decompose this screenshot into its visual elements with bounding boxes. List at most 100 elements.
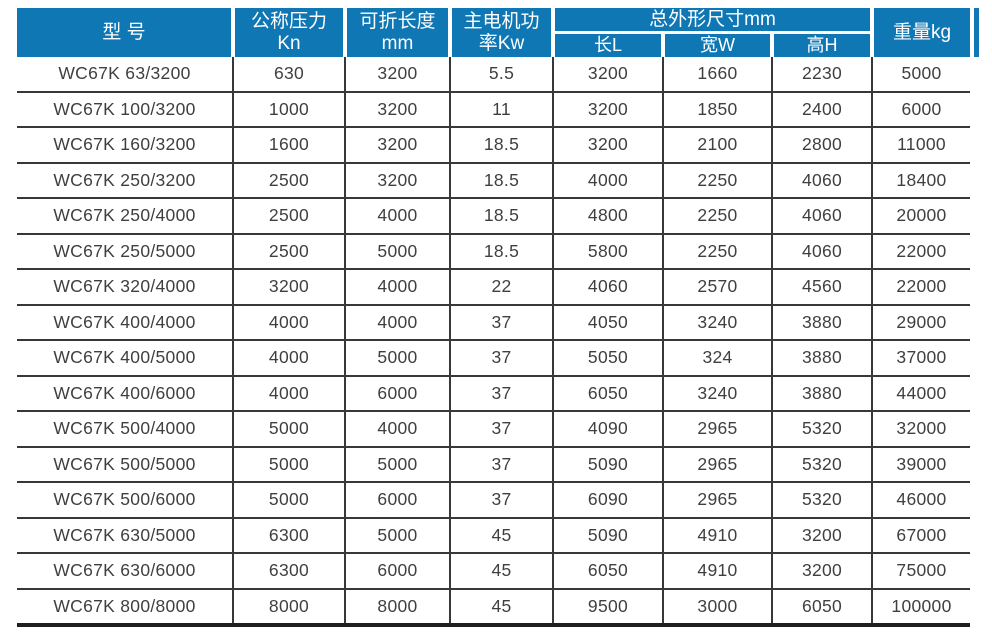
cell-dim-height: 3880 bbox=[772, 304, 874, 341]
cell-weight: 18400 bbox=[872, 162, 971, 199]
cell-model: WC67K 160/3200 bbox=[17, 127, 234, 164]
spec-row: WC67K 100/3200 1000 3200 11 3200 1850 2400 6000 bbox=[17, 91, 971, 128]
cell-model: WC67K 320/4000 bbox=[17, 269, 234, 306]
cell-fold-length: 3200 bbox=[345, 57, 451, 93]
cell-motor-power: 45 bbox=[450, 553, 554, 590]
cell-nominal-pressure: 3200 bbox=[233, 269, 346, 306]
cell-dim-height: 4560 bbox=[772, 269, 874, 306]
cell-fold-length: 4000 bbox=[345, 411, 451, 448]
cell-nominal-pressure: 4000 bbox=[233, 304, 346, 341]
cell-dim-length: 5800 bbox=[553, 233, 664, 270]
cell-dim-height: 4060 bbox=[772, 162, 874, 199]
cell-dim-length: 3200 bbox=[553, 91, 664, 128]
spec-row: WC67K 630/6000 6300 6000 45 6050 4910 3200 7500… bbox=[17, 553, 971, 590]
cell-dim-length: 5050 bbox=[553, 340, 664, 377]
header-model-label: 型 号 bbox=[102, 21, 146, 43]
header-overall-dimensions-group: 总外形尺寸mm bbox=[550, 8, 873, 34]
cell-motor-power: 37 bbox=[450, 375, 554, 412]
cell-motor-power: 45 bbox=[450, 588, 554, 627]
cell-model: WC67K 250/4000 bbox=[17, 198, 234, 235]
cell-dim-width: 2250 bbox=[663, 198, 773, 235]
cell-model: WC67K 800/8000 bbox=[17, 588, 234, 627]
spec-row: WC67K 400/5000 4000 5000 37 5050 324 3880 37000 bbox=[17, 340, 971, 377]
cell-model: WC67K 250/5000 bbox=[17, 233, 234, 270]
cell-fold-length: 6000 bbox=[345, 482, 451, 519]
cell-dim-width: 2965 bbox=[663, 446, 773, 483]
header-weight-label: 重量kg bbox=[892, 21, 952, 43]
header-motor-power: 主电机功 率Kw bbox=[448, 8, 553, 57]
spec-row: WC67K 500/5000 5000 5000 37 5090 2965 5320 3900… bbox=[17, 446, 971, 483]
cell-weight: 22000 bbox=[872, 233, 971, 270]
header-dim-length-label: 长L bbox=[593, 35, 622, 56]
cell-dim-length: 3200 bbox=[553, 57, 664, 93]
cell-weight: 44000 bbox=[872, 375, 971, 412]
cell-motor-power: 37 bbox=[450, 482, 554, 519]
cell-motor-power: 18.5 bbox=[450, 127, 554, 164]
cell-weight: 46000 bbox=[872, 482, 971, 519]
cell-motor-power: 37 bbox=[450, 446, 554, 483]
cell-dim-length: 6050 bbox=[553, 553, 664, 590]
spec-row: WC67K 400/6000 4000 6000 37 6050 3240 3880 4400… bbox=[17, 375, 971, 412]
cell-dim-width: 1660 bbox=[663, 57, 773, 93]
cell-nominal-pressure: 5000 bbox=[233, 411, 346, 448]
cell-dim-height: 3880 bbox=[772, 340, 874, 377]
header-weight: 重量kg bbox=[870, 8, 971, 57]
cell-fold-length: 5000 bbox=[345, 340, 451, 377]
header-dim-height: 高H bbox=[769, 32, 873, 57]
cell-fold-length: 6000 bbox=[345, 553, 451, 590]
cell-model: WC67K 63/3200 bbox=[17, 57, 234, 93]
cell-dim-width: 3000 bbox=[663, 588, 773, 627]
cell-dim-length: 6090 bbox=[553, 482, 664, 519]
cell-dim-width: 4910 bbox=[663, 517, 773, 554]
cell-dim-width: 3240 bbox=[663, 375, 773, 412]
cell-model: WC67K 500/6000 bbox=[17, 482, 234, 519]
cell-nominal-pressure: 630 bbox=[233, 57, 346, 93]
specification-table-container: 型 号 公称压力 Kn 可折长度 mm 主电机功 率Kw bbox=[17, 8, 979, 627]
spec-row: WC67K 320/4000 3200 4000 22 4060 2570 4560 2200… bbox=[17, 269, 971, 306]
header-fold-length-line2: mm bbox=[381, 32, 414, 54]
cell-weight: 100000 bbox=[872, 588, 971, 627]
spec-row: WC67K 630/5000 6300 5000 45 5090 4910 3200 6700… bbox=[17, 517, 971, 554]
cell-fold-length: 5000 bbox=[345, 446, 451, 483]
cell-nominal-pressure: 2500 bbox=[233, 162, 346, 199]
cell-fold-length: 4000 bbox=[345, 304, 451, 341]
spec-row: WC67K 250/3200 2500 3200 18.5 4000 2250 4060 18… bbox=[17, 162, 971, 199]
header-dim-width: 宽W bbox=[661, 32, 772, 57]
cell-fold-length: 4000 bbox=[345, 269, 451, 306]
header-edge-decoration bbox=[974, 8, 979, 57]
cell-nominal-pressure: 2500 bbox=[233, 233, 346, 270]
cell-dim-height: 4060 bbox=[772, 198, 874, 235]
header-nominal-pressure: 公称压力 Kn bbox=[231, 8, 345, 57]
cell-model: WC67K 400/4000 bbox=[17, 304, 234, 341]
cell-dim-width: 2250 bbox=[663, 233, 773, 270]
cell-nominal-pressure: 5000 bbox=[233, 446, 346, 483]
cell-nominal-pressure: 8000 bbox=[233, 588, 346, 627]
cell-motor-power: 37 bbox=[450, 340, 554, 377]
cell-nominal-pressure: 5000 bbox=[233, 482, 346, 519]
cell-dim-height: 5320 bbox=[772, 446, 874, 483]
cell-weight: 5000 bbox=[872, 57, 971, 93]
cell-dim-width: 3240 bbox=[663, 304, 773, 341]
table-header: 型 号 公称压力 Kn 可折长度 mm 主电机功 率Kw bbox=[17, 8, 971, 57]
cell-nominal-pressure: 1000 bbox=[233, 91, 346, 128]
cell-weight: 20000 bbox=[872, 198, 971, 235]
spec-row: WC67K 800/8000 8000 8000 45 9500 3000 6050 1000… bbox=[17, 588, 971, 627]
spec-row: WC67K 250/4000 2500 4000 18.5 4800 2250 4060 20… bbox=[17, 198, 971, 235]
cell-fold-length: 3200 bbox=[345, 91, 451, 128]
cell-fold-length: 5000 bbox=[345, 517, 451, 554]
cell-model: WC67K 400/6000 bbox=[17, 375, 234, 412]
cell-motor-power: 18.5 bbox=[450, 198, 554, 235]
cell-nominal-pressure: 4000 bbox=[233, 340, 346, 377]
header-dim-length: 长L bbox=[551, 32, 663, 57]
cell-dim-width: 324 bbox=[663, 340, 773, 377]
cell-dim-height: 2400 bbox=[772, 91, 874, 128]
spec-row: WC67K 400/4000 4000 4000 37 4050 3240 3880 2900… bbox=[17, 304, 971, 341]
cell-weight: 32000 bbox=[872, 411, 971, 448]
cell-model: WC67K 500/4000 bbox=[17, 411, 234, 448]
header-nominal-pressure-line2: Kn bbox=[277, 32, 301, 54]
cell-fold-length: 5000 bbox=[345, 233, 451, 270]
spec-row: WC67K 250/5000 2500 5000 18.5 5800 2250 4060 22… bbox=[17, 233, 971, 270]
header-dim-width-label: 宽W bbox=[700, 35, 735, 56]
cell-dim-width: 2965 bbox=[663, 482, 773, 519]
header-motor-power-line1: 主电机功 bbox=[463, 10, 540, 32]
